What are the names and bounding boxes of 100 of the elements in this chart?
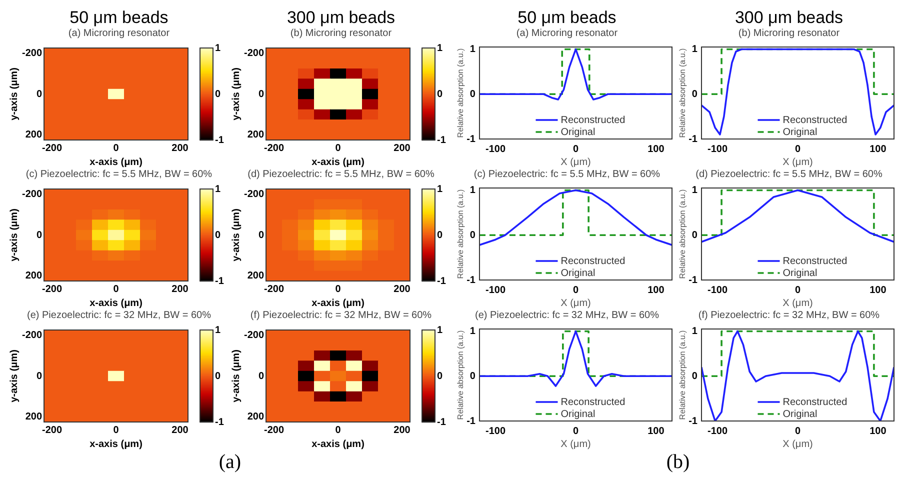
y-axis-title: y-axis (μm) (8, 68, 20, 120)
x-axis-title: X (μm) (560, 438, 591, 450)
y-tick-label: -1 (466, 134, 476, 145)
y-axis-title: Relative absorption (a.u.) (678, 48, 688, 138)
y-tick-label: 0 (36, 370, 42, 382)
x-tick-label: -100 (708, 426, 728, 437)
x-tick-label: -100 (486, 426, 506, 437)
y-tick-label: 0 (258, 370, 264, 382)
chart-title: (f) Piezoelectric: fc = 32 MHz, BW = 60% (697, 309, 881, 322)
x-axis-title: X (μm) (782, 438, 813, 450)
y-tick-label: 200 (25, 130, 42, 141)
y-axis-title: Relative absorption (a.u.) (456, 330, 466, 420)
color-bar-label: 1 (437, 324, 443, 336)
x-axis-title: X (μm) (782, 156, 813, 168)
y-tick-label: 0 (692, 370, 698, 382)
color-bar-label: 0 (437, 370, 443, 382)
y-axis-title: y-axis (μm) (230, 208, 242, 262)
x-axis-title: x-axis (μm) (312, 298, 364, 309)
chart-title: (c) Piezoelectric: fc = 5.5 MHz, BW = 60% (24, 168, 214, 181)
y-axis-title: Relative absorption (a.u.) (678, 188, 688, 279)
legend-label: Reconstructed (782, 114, 848, 126)
color-bar-label: 0 (437, 88, 443, 100)
chart-title: (c) Piezoelectric: fc = 5.5 MHz, BW = 60% (472, 168, 662, 181)
chart-subtitle: (b) Microring resonator (737, 27, 841, 40)
text: (a) (218, 451, 242, 473)
chart-subtitle: (a) Microring resonator (515, 27, 619, 40)
x-tick-label: 0 (572, 144, 579, 155)
y-tick-label: 0 (470, 370, 476, 382)
x-tick-label: 200 (394, 284, 411, 295)
y-tick-label: -1 (466, 416, 476, 427)
y-tick-label: -200 (244, 48, 264, 59)
y-tick-label: 1 (470, 326, 476, 337)
x-tick-label: 200 (394, 424, 411, 436)
y-tick-label: 0 (692, 88, 698, 100)
x-axis-title: x-axis (μm) (312, 156, 364, 168)
y-tick-label: -1 (688, 416, 698, 427)
x-tick-label: -100 (486, 144, 506, 155)
x-tick-label: 100 (870, 426, 887, 437)
x-tick-label: 200 (172, 284, 189, 295)
x-axis-title: x-axis (μm) (90, 438, 142, 450)
x-tick-label: 0 (335, 424, 342, 436)
y-tick-label: 0 (36, 88, 42, 100)
y-tick-label: 1 (470, 44, 476, 55)
y-tick-label: -1 (466, 274, 476, 286)
x-tick-label: 200 (394, 142, 411, 154)
x-tick-label: 100 (648, 284, 665, 296)
y-axis-title: Relative absorption (a.u.) (456, 188, 466, 279)
y-tick-label: -200 (22, 188, 42, 200)
y-tick-label: 1 (470, 184, 476, 196)
chart-title: (d) Piezoelectric: fc = 5.5 MHz, BW = 60% (246, 168, 436, 181)
color-bar-label: 0 (437, 230, 443, 241)
x-tick-label: 200 (172, 424, 189, 436)
x-tick-label: 0 (794, 426, 801, 437)
x-tick-label: 0 (572, 426, 579, 437)
y-tick-label: 0 (36, 230, 42, 241)
y-tick-label: -200 (244, 330, 264, 341)
color-bar-label: -1 (437, 416, 446, 428)
y-tick-label: 200 (247, 130, 264, 141)
y-tick-label: 1 (692, 326, 698, 337)
legend-label: Reconstructed (560, 256, 626, 267)
x-tick-label: 0 (113, 284, 120, 295)
x-axis-title: X (μm) (560, 298, 591, 309)
x-tick-label: 200 (172, 142, 189, 154)
y-tick-label: -1 (688, 134, 698, 145)
x-tick-label: -100 (708, 284, 728, 296)
x-tick-label: -100 (708, 144, 728, 155)
y-tick-label: -1 (688, 274, 698, 286)
color-bar-label: -1 (215, 134, 224, 146)
chart-subtitle: (b) Microring resonator (289, 27, 393, 40)
chart-title: (e) Piezoelectric: fc = 32 MHz, BW = 60% (474, 309, 660, 322)
color-bar-label: 0 (215, 230, 221, 241)
y-tick-label: -200 (244, 188, 264, 200)
y-tick-label: 0 (470, 88, 476, 100)
y-axis-title: y-axis (μm) (230, 350, 242, 402)
y-tick-label: 1 (692, 184, 698, 196)
x-axis-title: x-axis (μm) (312, 438, 364, 450)
color-bar-label: 1 (215, 184, 221, 195)
chart-title: 300 μm beads (734, 8, 844, 27)
y-tick-label: 1 (692, 44, 698, 55)
x-tick-label: 100 (870, 284, 887, 296)
chart-title: 50 μm beads (68, 8, 170, 27)
x-tick-label: -100 (486, 284, 506, 296)
legend-label: Original (782, 408, 818, 420)
x-tick-label: 100 (648, 144, 665, 155)
color-bar-label: 1 (437, 184, 443, 195)
x-tick-label: 0 (794, 284, 801, 296)
legend-label: Original (782, 268, 818, 279)
color-bar-label: -1 (215, 416, 224, 428)
legend-label: Original (560, 408, 596, 420)
y-tick-label: 200 (247, 270, 264, 282)
color-bar-label: -1 (437, 276, 446, 287)
y-axis-title: y-axis (μm) (230, 68, 242, 120)
x-axis-title: x-axis (μm) (90, 298, 142, 309)
x-axis-title: X (μm) (782, 298, 813, 309)
chart-title: 50 μm beads (516, 8, 618, 27)
x-tick-label: 0 (794, 144, 801, 155)
chart-subtitle: (a) Microring resonator (67, 27, 171, 40)
color-bar-label: 1 (437, 42, 443, 54)
color-bar-label: 0 (215, 370, 221, 382)
x-axis-title: X (μm) (560, 156, 591, 168)
